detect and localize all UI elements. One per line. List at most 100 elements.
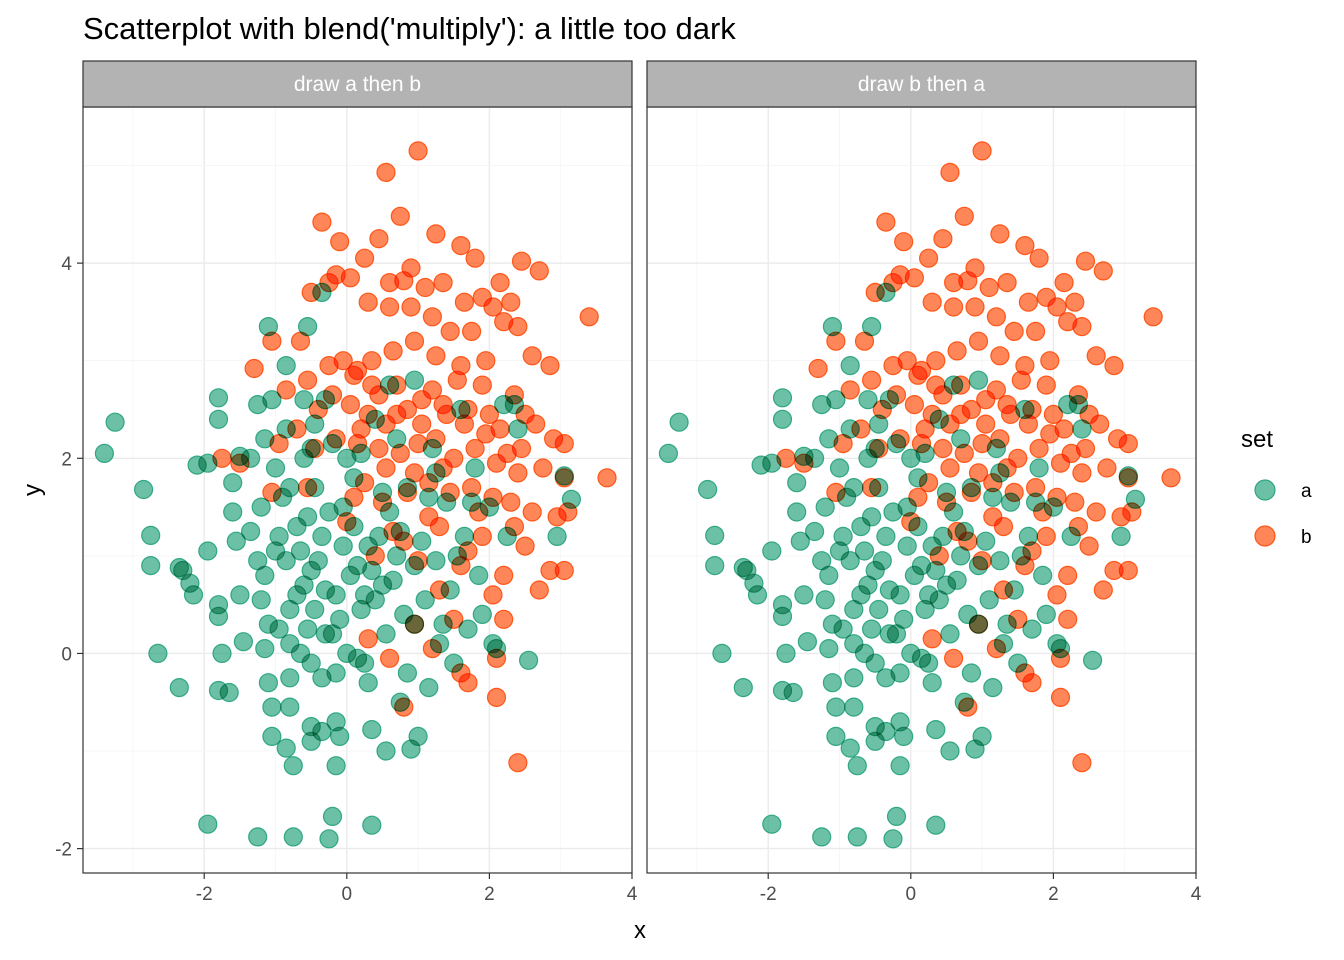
point-a — [312, 526, 332, 547]
point-b — [387, 375, 407, 395]
point-b — [1011, 370, 1031, 390]
point-a — [762, 814, 782, 834]
point-b — [508, 463, 528, 483]
point-b — [451, 236, 471, 256]
point-a — [326, 663, 346, 683]
point-a — [879, 390, 900, 410]
x-tick-label: 0 — [906, 884, 917, 905]
point-a — [248, 551, 268, 571]
point-b — [462, 478, 482, 498]
legend-label-a: a — [1301, 481, 1312, 502]
point-a — [886, 806, 907, 827]
point-a — [280, 668, 300, 688]
point-b — [1036, 526, 1056, 547]
point-a — [872, 551, 892, 571]
point-a — [797, 632, 818, 652]
point-b — [933, 229, 953, 249]
point-b — [1072, 317, 1092, 337]
point-b — [476, 351, 496, 371]
point-a — [305, 599, 325, 620]
point-a — [968, 555, 989, 576]
point-a — [922, 536, 942, 556]
y-tick-label: 0 — [61, 644, 72, 665]
point-b — [508, 753, 528, 773]
point-a — [1043, 497, 1064, 517]
point-a — [968, 370, 989, 390]
point-b — [597, 468, 617, 488]
point-b — [1065, 292, 1085, 312]
point-a — [376, 624, 396, 644]
point-a — [1029, 458, 1049, 478]
point-b — [454, 414, 474, 434]
point-b — [951, 404, 971, 424]
point-b — [419, 507, 439, 527]
point-a — [826, 390, 846, 410]
point-b — [1025, 321, 1046, 341]
point-b — [394, 271, 414, 291]
point-b — [894, 232, 914, 252]
point-b — [543, 429, 564, 449]
point-a — [1036, 604, 1056, 625]
point-a — [287, 516, 307, 537]
point-a — [986, 438, 1007, 459]
point-a — [815, 590, 835, 610]
point-b — [415, 277, 435, 298]
x-tick-label: 0 — [342, 884, 353, 905]
point-b — [972, 141, 992, 161]
point-a — [1082, 650, 1103, 670]
point-a — [886, 434, 907, 454]
point-a — [776, 643, 796, 664]
facet-panel-1: draw a then b -2 0 2 4 -2 0 2 4 — [55, 60, 638, 905]
point-a — [1022, 619, 1042, 639]
point-b — [312, 212, 332, 232]
point-a — [326, 585, 346, 605]
point-a — [926, 719, 946, 740]
point-a — [322, 624, 343, 644]
point-b — [1143, 307, 1163, 327]
point-b — [1079, 536, 1099, 556]
point-a — [762, 541, 782, 561]
point-b — [447, 370, 467, 390]
point-a — [404, 370, 425, 390]
point-b — [861, 370, 882, 390]
point-b — [408, 434, 428, 454]
point-b — [958, 271, 978, 291]
point-a — [1072, 419, 1092, 439]
point-a — [458, 619, 478, 639]
legend: set a b — [1241, 426, 1312, 548]
point-a — [322, 806, 343, 827]
point-b — [419, 473, 439, 493]
point-a — [255, 638, 275, 659]
point-a — [223, 473, 243, 493]
point-a — [547, 526, 567, 547]
y-tick-label: 2 — [61, 449, 72, 470]
point-a — [141, 555, 161, 576]
point-b — [483, 585, 503, 605]
point-a — [829, 458, 850, 478]
point-b — [1065, 492, 1085, 512]
point-b — [558, 502, 578, 522]
point-b — [1075, 251, 1096, 271]
point-a — [772, 388, 793, 408]
point-a — [94, 443, 115, 463]
point-a — [148, 643, 168, 664]
points-layer — [94, 141, 617, 849]
point-a — [826, 697, 846, 717]
point-b — [383, 341, 403, 361]
point-b — [1161, 468, 1181, 488]
point-a — [141, 525, 161, 546]
point-a — [829, 541, 850, 561]
point-a — [940, 624, 960, 644]
point-a — [951, 429, 971, 449]
point-b — [244, 358, 264, 379]
point-a — [1004, 580, 1024, 600]
facet-strip — [82, 60, 633, 108]
point-b — [344, 365, 364, 385]
point-b — [340, 395, 360, 415]
point-a — [947, 570, 967, 590]
point-b — [483, 297, 503, 317]
point-a — [869, 478, 889, 498]
point-a — [340, 565, 360, 586]
point-b — [997, 273, 1017, 293]
